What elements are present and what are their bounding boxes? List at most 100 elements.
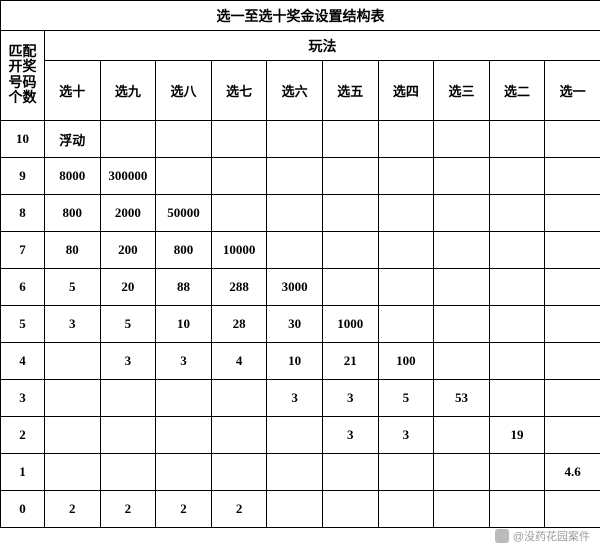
prize-cell — [100, 417, 156, 454]
prize-cell — [322, 121, 378, 158]
prize-cell: 19 — [489, 417, 545, 454]
col-header: 选六 — [267, 61, 323, 121]
prize-cell: 3000 — [267, 269, 323, 306]
prize-cell — [378, 121, 434, 158]
table-row: 8800200050000 — [1, 195, 600, 232]
prize-cell — [211, 380, 267, 417]
col-header: 选三 — [434, 61, 490, 121]
table-row: 333553 — [1, 380, 600, 417]
prize-cell — [378, 306, 434, 343]
prize-cell — [322, 158, 378, 195]
prize-cell — [211, 195, 267, 232]
table-row: 78020080010000 — [1, 232, 600, 269]
prize-cell — [489, 195, 545, 232]
prize-cell — [211, 454, 267, 491]
group-header: 玩法 — [45, 31, 600, 61]
col-header: 选八 — [156, 61, 212, 121]
prize-cell — [489, 306, 545, 343]
prize-cell — [545, 380, 600, 417]
prize-cell — [378, 158, 434, 195]
prize-cell — [545, 306, 600, 343]
match-count: 5 — [1, 306, 45, 343]
prize-cell — [267, 195, 323, 232]
prize-cell — [267, 121, 323, 158]
prize-cell — [45, 454, 101, 491]
prize-cell: 5 — [378, 380, 434, 417]
prize-cell — [156, 417, 212, 454]
prize-cell — [545, 158, 600, 195]
prize-cell — [100, 380, 156, 417]
prize-cell — [378, 195, 434, 232]
prize-cell — [434, 306, 490, 343]
prize-cell: 3 — [45, 306, 101, 343]
prize-cell — [545, 417, 600, 454]
prize-cell — [434, 158, 490, 195]
prize-cell — [489, 343, 545, 380]
prize-cell: 5 — [45, 269, 101, 306]
prize-cell: 88 — [156, 269, 212, 306]
prize-cell: 300000 — [100, 158, 156, 195]
match-count: 3 — [1, 380, 45, 417]
prize-cell — [434, 343, 490, 380]
table-row: 43341021100 — [1, 343, 600, 380]
prize-cell — [489, 454, 545, 491]
prize-cell: 53 — [434, 380, 490, 417]
prize-cell — [489, 380, 545, 417]
prize-cell — [156, 454, 212, 491]
prize-cell — [45, 417, 101, 454]
prize-cell — [489, 491, 545, 528]
prize-cell — [434, 195, 490, 232]
col-header: 选七 — [211, 61, 267, 121]
table-row: 98000300000 — [1, 158, 600, 195]
prize-cell — [211, 417, 267, 454]
prize-cell: 200 — [100, 232, 156, 269]
prize-cell: 3 — [322, 380, 378, 417]
col-header: 选五 — [322, 61, 378, 121]
match-count: 9 — [1, 158, 45, 195]
prize-cell — [434, 417, 490, 454]
prize-cell: 4.6 — [545, 454, 600, 491]
prize-cell — [267, 491, 323, 528]
match-count: 1 — [1, 454, 45, 491]
prize-structure-table: 选一至选十奖金设置结构表 匹配开奖号码个数 玩法 选十 选九 选八 选七 选六 … — [0, 0, 600, 528]
prize-cell — [545, 269, 600, 306]
prize-cell — [156, 121, 212, 158]
prize-cell — [434, 121, 490, 158]
prize-cell — [545, 232, 600, 269]
prize-cell — [545, 195, 600, 232]
prize-cell: 2 — [156, 491, 212, 528]
col-header: 选九 — [100, 61, 156, 121]
prize-cell — [489, 121, 545, 158]
prize-cell: 4 — [211, 343, 267, 380]
prize-cell: 800 — [156, 232, 212, 269]
prize-cell — [45, 343, 101, 380]
prize-cell: 8000 — [45, 158, 101, 195]
prize-cell — [434, 454, 490, 491]
match-count: 0 — [1, 491, 45, 528]
prize-cell — [100, 121, 156, 158]
prize-cell: 10000 — [211, 232, 267, 269]
col-header: 选一 — [545, 61, 600, 121]
prize-cell — [322, 491, 378, 528]
prize-cell: 5 — [100, 306, 156, 343]
prize-cell — [378, 232, 434, 269]
prize-cell — [156, 158, 212, 195]
prize-cell — [545, 491, 600, 528]
prize-cell — [434, 491, 490, 528]
prize-cell — [434, 269, 490, 306]
prize-cell: 28 — [211, 306, 267, 343]
prize-cell: 20 — [100, 269, 156, 306]
column-header-row: 选十 选九 选八 选七 选六 选五 选四 选三 选二 选一 — [1, 61, 600, 121]
prize-cell: 80 — [45, 232, 101, 269]
prize-cell: 3 — [378, 417, 434, 454]
prize-cell — [322, 195, 378, 232]
prize-cell: 3 — [100, 343, 156, 380]
prize-cell — [378, 454, 434, 491]
prize-cell — [545, 121, 600, 158]
table-row: 02222 — [1, 491, 600, 528]
prize-cell — [267, 454, 323, 491]
col-header: 选四 — [378, 61, 434, 121]
prize-cell — [322, 454, 378, 491]
prize-cell — [267, 158, 323, 195]
prize-cell — [489, 269, 545, 306]
